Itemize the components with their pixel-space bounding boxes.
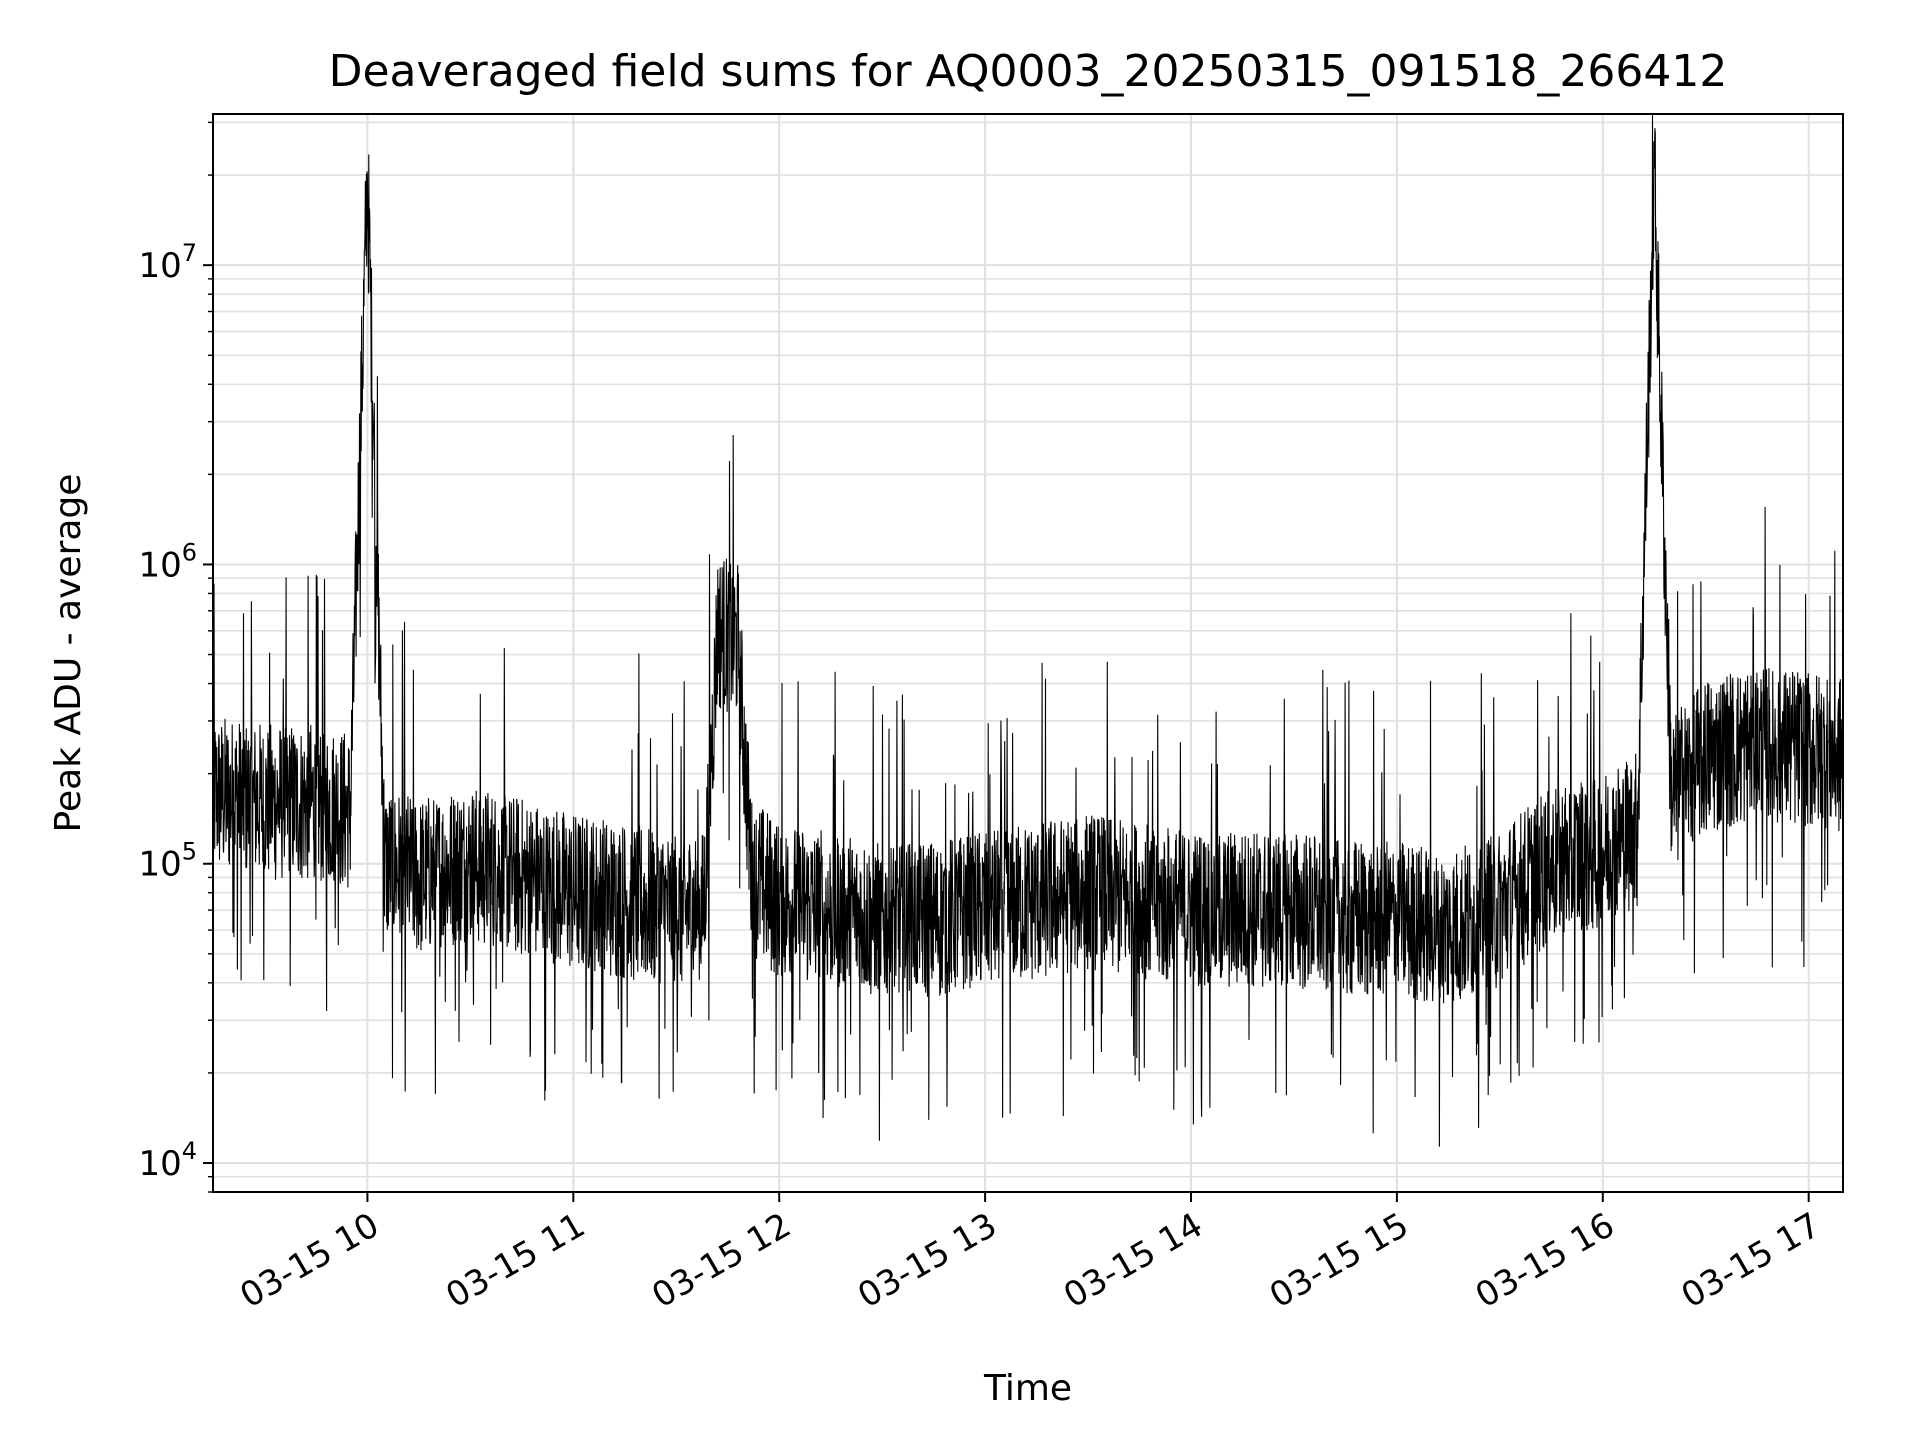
x-tick-label: 03-15 15 <box>1263 1205 1415 1316</box>
x-tick-label: 03-15 12 <box>645 1205 797 1316</box>
y-tick-label: 104 <box>138 1137 197 1184</box>
y-axis-label: Peak ADU - average <box>48 474 89 833</box>
y-tick-label: 105 <box>138 838 197 885</box>
x-tick-label: 03-15 17 <box>1675 1205 1827 1316</box>
x-tick-label: 03-15 13 <box>851 1205 1003 1316</box>
x-tick-label: 03-15 10 <box>234 1205 386 1316</box>
ticks: 03-15 10 03-15 11 03-15 12 03-15 13 03-15 14… <box>138 121 1827 1316</box>
y-tick-label: 107 <box>138 239 197 286</box>
y-tick-label: 106 <box>138 538 197 585</box>
x-tick-label: 03-15 16 <box>1469 1205 1621 1316</box>
series-line <box>212 113 1844 1147</box>
x-tick-label: 03-15 14 <box>1057 1205 1209 1316</box>
axes-frame <box>212 113 1844 1193</box>
x-tick-label: 03-15 11 <box>439 1205 591 1316</box>
chart-title: Deaveraged field sums for AQ0003_2025031… <box>329 46 1728 97</box>
x-axis-label: Time <box>983 1368 1072 1409</box>
